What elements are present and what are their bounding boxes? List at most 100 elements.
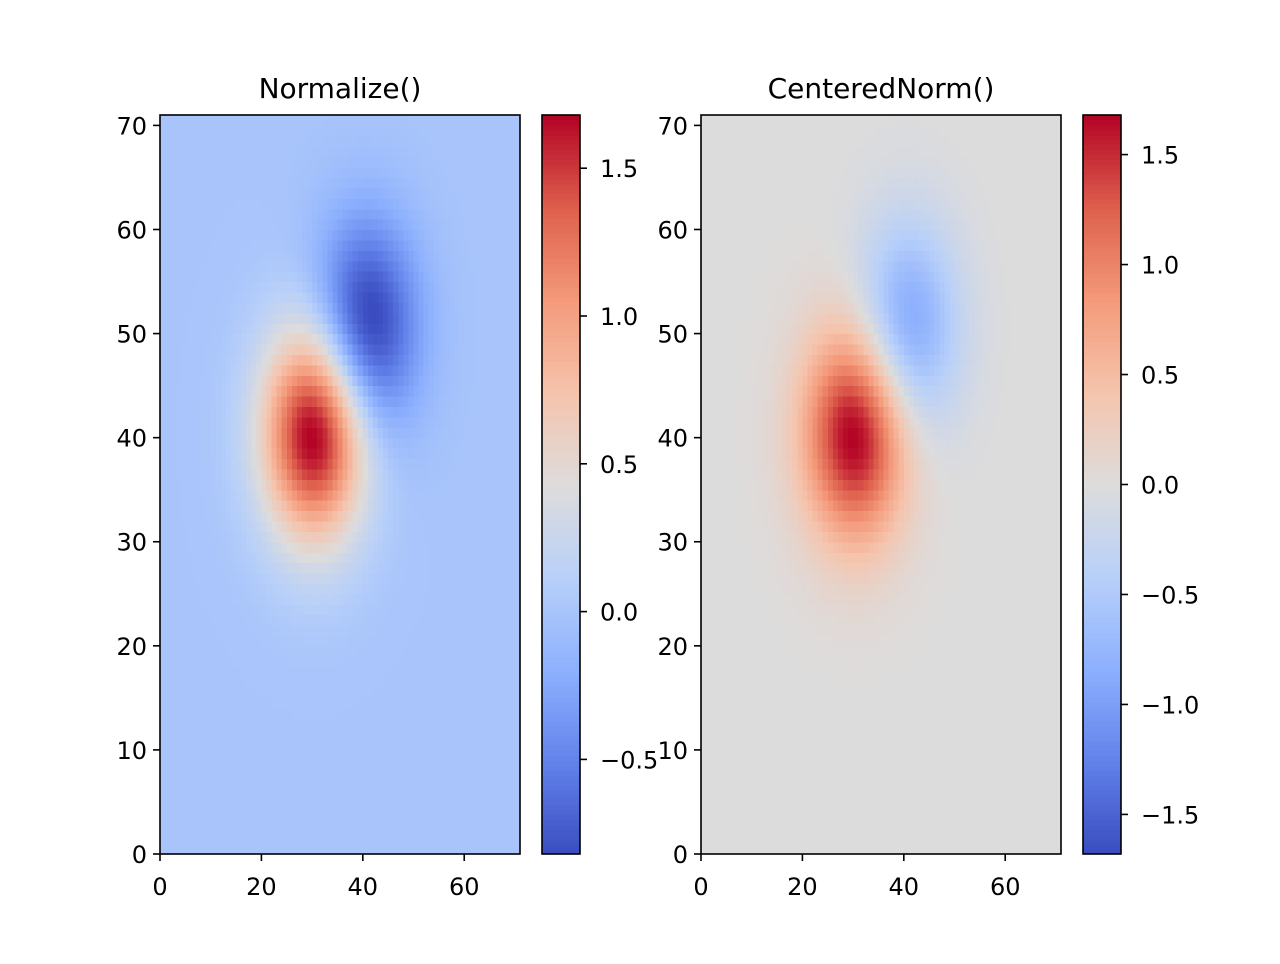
heatmap-cell [185, 552, 192, 564]
heatmap-cell [190, 781, 197, 793]
heatmap-cell [307, 604, 313, 616]
heatmap-cell [312, 187, 318, 199]
heatmap-cell [454, 271, 460, 283]
heatmap-cell [327, 687, 333, 699]
heatmap-cell [200, 697, 207, 709]
heatmap-cell [342, 208, 349, 220]
heatmap-cell [220, 822, 227, 834]
heatmap-cell [449, 583, 455, 595]
heatmap-cell [428, 625, 435, 637]
heatmap-cell [504, 687, 511, 699]
heatmap-cell [307, 198, 313, 210]
heatmap-cell [312, 239, 318, 251]
heatmap-cell [413, 187, 420, 199]
heatmap-cell [408, 531, 415, 543]
heatmap-cell [281, 479, 288, 491]
heatmap-cell [438, 552, 445, 564]
heatmap-cell [347, 271, 354, 283]
heatmap-cell [312, 219, 318, 231]
heatmap-cell [347, 822, 354, 834]
heatmap-cell [504, 187, 511, 199]
heatmap-cell [459, 801, 465, 813]
heatmap-cell [464, 770, 470, 782]
heatmap-cell [372, 541, 379, 553]
heatmap-cell [454, 708, 460, 720]
heatmap-cell [464, 729, 470, 741]
heatmap-cell [312, 291, 318, 303]
heatmap-cell [190, 645, 197, 657]
heatmap-cell [367, 614, 374, 626]
heatmap-cell [347, 520, 354, 532]
heatmap-cell [398, 770, 404, 782]
heatmap-cell [246, 572, 252, 584]
heatmap-cell [256, 375, 263, 387]
heatmap-cell [433, 406, 440, 418]
heatmap-cell [180, 437, 186, 449]
heatmap-cell [266, 187, 273, 199]
heatmap-cell [418, 312, 425, 324]
heatmap-cell [347, 208, 354, 220]
heatmap-cell [408, 656, 415, 668]
heatmap-cell [499, 167, 506, 179]
heatmap-cell [236, 635, 242, 647]
heatmap-cell [388, 822, 394, 834]
heatmap-cell [378, 271, 384, 283]
heatmap-cell [185, 801, 192, 813]
heatmap-cell [398, 239, 404, 251]
heatmap-cell [261, 302, 268, 314]
heatmap-cell [291, 666, 298, 678]
heatmap-cell [469, 396, 475, 408]
heatmap-cell [514, 312, 521, 324]
heatmap-cell [301, 489, 308, 501]
heatmap-cell [307, 312, 313, 324]
heatmap-cell [327, 770, 333, 782]
heatmap-cell [454, 489, 460, 501]
heatmap-cell [286, 677, 293, 689]
heatmap-cell [428, 833, 435, 845]
heatmap-cell [256, 281, 263, 293]
heatmap-cell [388, 375, 394, 387]
heatmap-cell [175, 583, 181, 595]
heatmap-cell [459, 416, 465, 428]
heatmap-cell [246, 177, 252, 189]
heatmap-cell [220, 250, 227, 262]
heatmap-cell [378, 562, 384, 574]
heatmap-cell [271, 500, 278, 512]
heatmap-cell [362, 385, 369, 397]
heatmap-cell [230, 781, 237, 793]
heatmap-cell [317, 760, 323, 772]
heatmap-cell [383, 364, 389, 376]
heatmap-cell [469, 614, 475, 626]
heatmap-cell [494, 187, 501, 199]
heatmap-cell [160, 791, 166, 803]
heatmap-cell [449, 822, 455, 834]
heatmap-cell [403, 167, 410, 179]
heatmap-cell [195, 364, 202, 376]
heatmap-cell [469, 406, 475, 418]
heatmap-cell [251, 781, 257, 793]
heatmap-cell [185, 489, 192, 501]
heatmap-cell [241, 500, 247, 512]
heatmap-cell [296, 302, 303, 314]
heatmap-cell [215, 614, 222, 626]
heatmap-cell [225, 458, 232, 470]
heatmap-cell [286, 541, 293, 553]
heatmap-cell [281, 167, 288, 179]
heatmap-cell [175, 354, 181, 366]
heatmap-cell [378, 552, 384, 564]
heatmap-cell [423, 656, 430, 668]
heatmap-cell [464, 843, 470, 855]
heatmap-cell [246, 260, 252, 272]
heatmap-cell [286, 625, 293, 637]
heatmap-cell [185, 312, 192, 324]
heatmap-cell [438, 843, 445, 855]
heatmap-cell [454, 281, 460, 293]
heatmap-cell [433, 531, 440, 543]
heatmap-cell [286, 125, 293, 137]
heatmap-cell [342, 479, 349, 491]
heatmap-cell [241, 739, 247, 751]
heatmap-cell [438, 260, 445, 272]
heatmap-cell [443, 250, 450, 262]
heatmap-cell [469, 729, 475, 741]
heatmap-cell [357, 125, 364, 137]
